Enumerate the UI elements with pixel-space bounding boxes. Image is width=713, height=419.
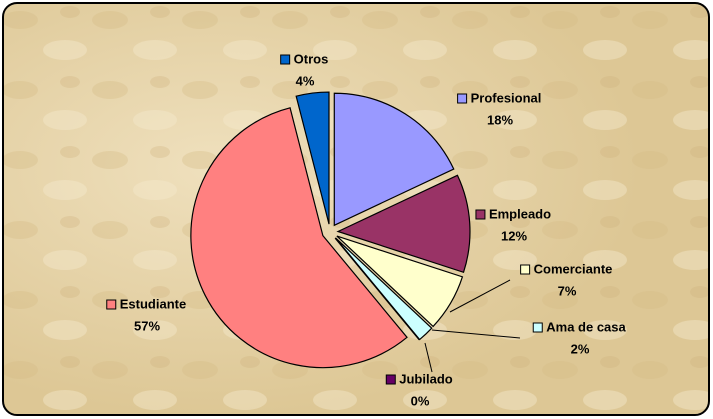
slice-value-label: 4% (296, 73, 315, 88)
pie-slice (336, 235, 464, 328)
slice-value-label: 7% (558, 283, 577, 298)
pie-slice (334, 237, 420, 341)
legend-key (475, 209, 486, 220)
legend-key (532, 322, 543, 333)
pie-slice (333, 92, 455, 227)
slice-label: Profesional (471, 90, 542, 105)
pie-slice (295, 91, 330, 225)
slice-label: Jubilado (399, 371, 453, 386)
legend-key (106, 299, 117, 310)
slice-label: Estudiante (120, 296, 186, 311)
pie-slice (190, 107, 408, 369)
leader-line (449, 279, 511, 313)
slice-value-label: 18% (487, 112, 513, 127)
pie-slice (336, 174, 471, 274)
slice-value-label: 2% (571, 341, 590, 356)
slice-value-label: 0% (411, 393, 430, 408)
slice-label: Otros (294, 51, 329, 66)
leader-line (431, 329, 521, 339)
legend-key (385, 374, 396, 385)
slice-label: Ama de casa (546, 319, 626, 334)
legend-key (520, 264, 531, 275)
slice-label: Empleado (489, 206, 551, 221)
legend-key (280, 54, 291, 65)
legend-key (457, 93, 468, 104)
slice-value-label: 12% (501, 228, 527, 243)
slice-label: Comerciante (534, 261, 613, 276)
slice-value-label: 57% (134, 318, 160, 333)
leader-line (424, 342, 433, 373)
